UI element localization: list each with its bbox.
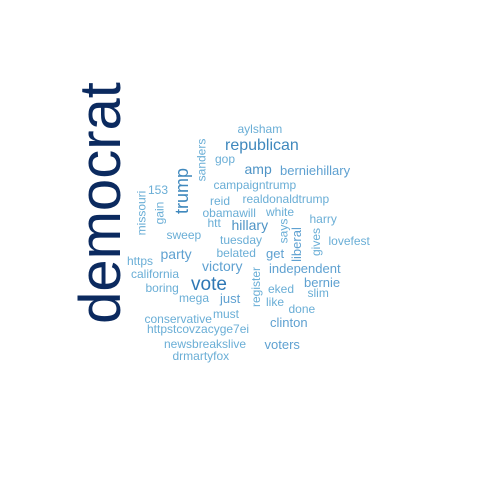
word-11: missouri xyxy=(133,190,148,236)
word-48: voters xyxy=(264,336,300,352)
word-7: berniehillary xyxy=(280,162,351,178)
word-31: register xyxy=(249,266,264,308)
word-15: obamawill xyxy=(202,206,256,220)
word-17: htt xyxy=(207,216,221,230)
word-12: gain xyxy=(151,201,166,225)
word-6: amp xyxy=(244,161,272,177)
word-26: party xyxy=(160,246,192,262)
word-22: gives xyxy=(309,227,324,257)
word-19: harry xyxy=(309,212,337,226)
word-3: republican xyxy=(225,137,299,154)
word-44: conservative xyxy=(144,312,212,326)
word-20: says xyxy=(275,218,290,244)
word-18: hillary xyxy=(231,217,269,233)
word-46: httpstcovzacyge7ei xyxy=(147,322,250,336)
word-33: california xyxy=(131,267,180,281)
word-34: vote xyxy=(191,273,227,295)
word-4: sanders xyxy=(193,138,208,182)
word-2: aylsham xyxy=(237,122,283,136)
word-10: 153 xyxy=(148,183,169,197)
word-28: get xyxy=(266,245,285,261)
word-13: reid xyxy=(210,194,231,208)
word-9: campaigntrump xyxy=(213,178,297,192)
word-16: white xyxy=(266,205,295,219)
word-39: mega xyxy=(179,291,210,305)
word-43: must xyxy=(213,307,240,321)
word-49: drmartyfox xyxy=(172,349,230,363)
word-36: boring xyxy=(145,281,179,295)
word-14: realdonaldtrump xyxy=(242,192,330,206)
word-24: tuesday xyxy=(220,233,263,247)
word-42: done xyxy=(288,302,316,316)
word-8: trump xyxy=(172,167,193,215)
word-45: clinton xyxy=(270,314,308,330)
word-5: gop xyxy=(215,152,236,166)
word-27: belated xyxy=(216,246,256,260)
word-41: like xyxy=(266,295,285,309)
word-37: eked xyxy=(268,282,295,296)
word-1: democrat xyxy=(67,82,133,324)
word-25: lovefest xyxy=(328,234,370,248)
word-40: just xyxy=(220,290,241,306)
word-23: sweep xyxy=(166,228,202,242)
word-30: victory xyxy=(202,258,243,274)
word-32: independent xyxy=(269,260,341,276)
word-29: https xyxy=(127,254,154,268)
word-35: bernie xyxy=(304,274,341,290)
word-21: liberal xyxy=(288,226,304,262)
word-38: slim xyxy=(307,286,329,300)
word-47: newsbreakslive xyxy=(164,337,247,351)
